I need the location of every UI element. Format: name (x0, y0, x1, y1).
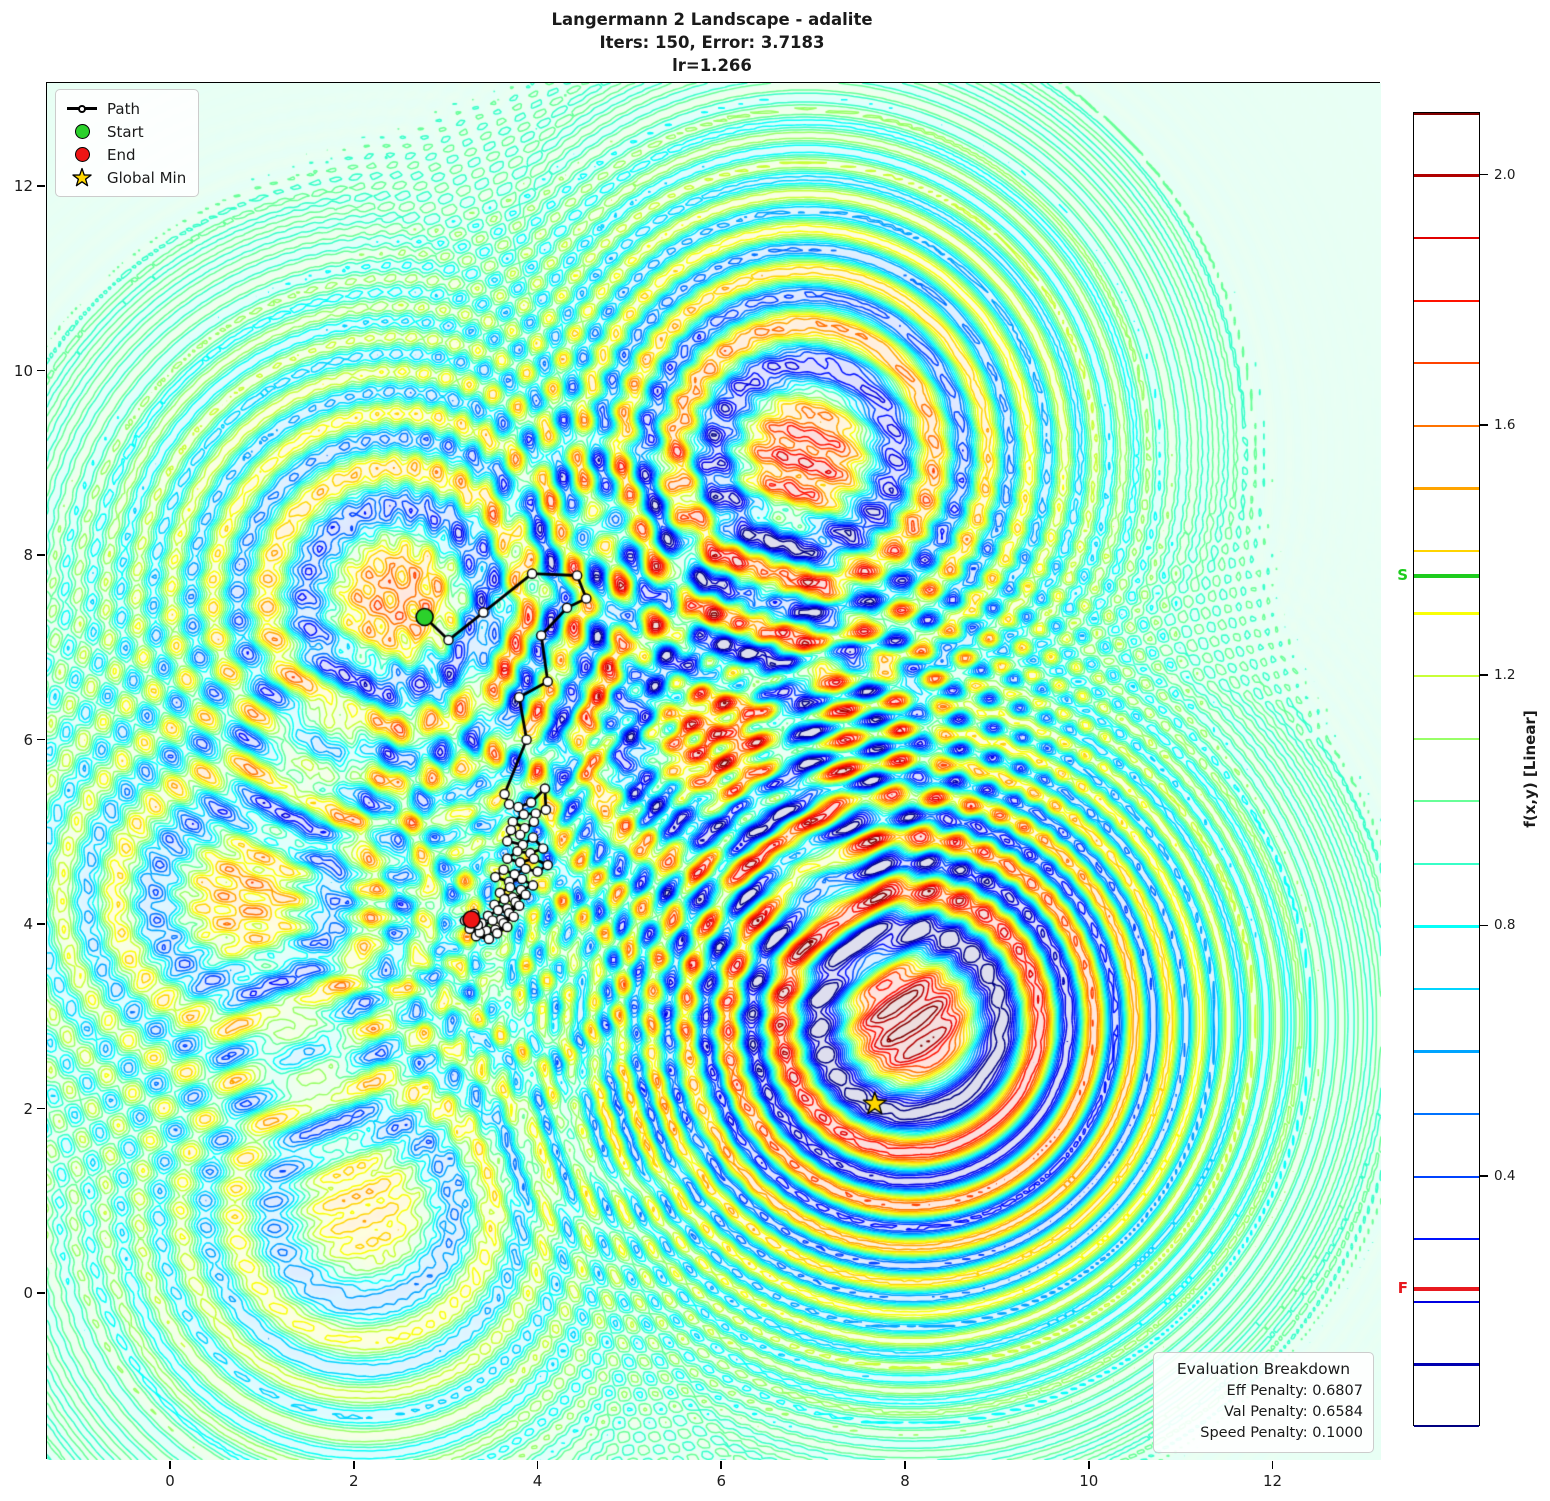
colorbar-level-line (1414, 1363, 1479, 1366)
y-tick-label: 2 (23, 1099, 33, 1118)
legend-item-start: Start (65, 120, 186, 143)
colorbar-tick-label: 0.8 (1494, 917, 1516, 934)
legend-label-global-min: Global Min (107, 168, 187, 187)
evaluation-breakdown-box: Evaluation Breakdown Eff Penalty: 0.6807… (1153, 1352, 1374, 1453)
x-tick-mark (720, 1461, 723, 1469)
colorbar-tick-mark (1480, 674, 1488, 676)
y-tick-mark (37, 1107, 45, 1110)
legend-label-path: Path (107, 99, 140, 118)
colorbar-level-line (1414, 237, 1479, 240)
y-tick-label: 0 (23, 1283, 33, 1302)
colorbar-level-line (1414, 1238, 1479, 1241)
x-tick-mark (352, 1461, 355, 1469)
speed-penalty-value: Speed Penalty: 0.1000 (1200, 1425, 1363, 1441)
x-tick-mark (536, 1461, 539, 1469)
path-line-icon (65, 104, 99, 113)
colorbar-level-line (1414, 1424, 1479, 1427)
start-marker-icon (65, 124, 99, 139)
colorbar-level-line (1414, 549, 1479, 553)
colorbar-level-line (1414, 487, 1479, 490)
colorbar-level-line (1414, 299, 1479, 302)
colorbar (1413, 112, 1480, 1427)
x-tick-label: 10 (1079, 1472, 1099, 1490)
y-tick-mark (37, 369, 45, 372)
colorbar-level-line (1414, 1113, 1479, 1116)
y-tick-mark (37, 1292, 45, 1294)
colorbar-level-line (1414, 1300, 1479, 1303)
colorbar-final-marker-label: F (1397, 1279, 1408, 1298)
y-tick-label: 4 (23, 915, 33, 934)
colorbar-level-line (1414, 362, 1479, 365)
legend-item-path: Path (65, 97, 186, 120)
y-tick-label: 10 (13, 361, 33, 380)
colorbar-level-line (1414, 612, 1479, 615)
colorbar-level-line (1414, 862, 1479, 865)
x-tick-mark (1087, 1461, 1090, 1469)
eff-penalty-value: Eff Penalty: 0.6807 (1226, 1383, 1363, 1399)
contour-plot-canvas (47, 83, 1381, 1460)
x-tick-label: 0 (165, 1472, 175, 1490)
x-tick-mark (904, 1461, 906, 1469)
y-tick-mark (37, 923, 45, 925)
colorbar-level-line (1414, 1175, 1479, 1178)
x-tick-mark (169, 1461, 171, 1469)
val-penalty-value: Val Penalty: 0.6584 (1223, 1404, 1363, 1420)
y-tick-mark (37, 554, 45, 556)
legend-label-start: Start (107, 122, 144, 141)
colorbar-start-marker-label: S (1397, 566, 1408, 585)
legend: Path Start End Global Min (55, 89, 200, 197)
evaluation-breakdown-title: Evaluation Breakdown (1176, 1360, 1351, 1378)
chart-title: Langermann 2 Landscape - adalite Iters: … (551, 8, 872, 77)
colorbar-level-line (1414, 800, 1479, 803)
x-tick-label: 12 (1262, 1472, 1283, 1490)
star-icon (65, 167, 99, 189)
colorbar-tick-label: 1.2 (1494, 667, 1516, 684)
colorbar-tick-label: 1.6 (1494, 416, 1516, 433)
y-tick-label: 12 (13, 177, 33, 196)
colorbar-level-line (1414, 675, 1479, 678)
legend-item-global-min: Global Min (65, 166, 186, 189)
legend-label-end: End (107, 145, 136, 164)
title-line-3: lr=1.266 (672, 56, 752, 75)
y-tick-label: 6 (23, 730, 33, 749)
colorbar-level-line (1414, 737, 1479, 740)
y-tick-mark (37, 185, 45, 187)
colorbar-final-marker-line (1414, 1287, 1479, 1292)
title-line-2: Iters: 150, Error: 3.7183 (599, 33, 825, 52)
colorbar-level-line (1414, 925, 1479, 928)
x-tick-label: 4 (532, 1472, 543, 1490)
colorbar-tick-label: 2.0 (1494, 166, 1516, 183)
colorbar-level-line (1414, 174, 1479, 177)
x-tick-label: 6 (716, 1472, 727, 1490)
colorbar-level-line (1414, 987, 1479, 991)
colorbar-tick-mark (1480, 1174, 1488, 1177)
plot-area: Path Start End Global Min (46, 82, 1381, 1460)
x-tick-mark (1271, 1461, 1274, 1469)
x-tick-label: 2 (348, 1472, 359, 1490)
colorbar-start-marker-line (1414, 574, 1479, 579)
colorbar-tick-mark (1480, 924, 1488, 927)
colorbar-axis-label: f(x,y) [Linear] (1521, 710, 1539, 828)
colorbar-tick-mark (1480, 424, 1488, 426)
y-tick-label: 8 (23, 546, 33, 565)
colorbar-level-line (1414, 424, 1479, 427)
colorbar-tick-label: 0.4 (1494, 1167, 1516, 1184)
x-tick-label: 8 (900, 1472, 910, 1490)
colorbar-level-line (1414, 1050, 1479, 1053)
legend-item-end: End (65, 143, 186, 166)
end-marker-icon (65, 147, 99, 162)
colorbar-level-line (1414, 113, 1479, 116)
colorbar-tick-mark (1480, 173, 1488, 176)
title-line-1: Langermann 2 Landscape - adalite (551, 10, 873, 29)
y-tick-mark (37, 738, 45, 741)
